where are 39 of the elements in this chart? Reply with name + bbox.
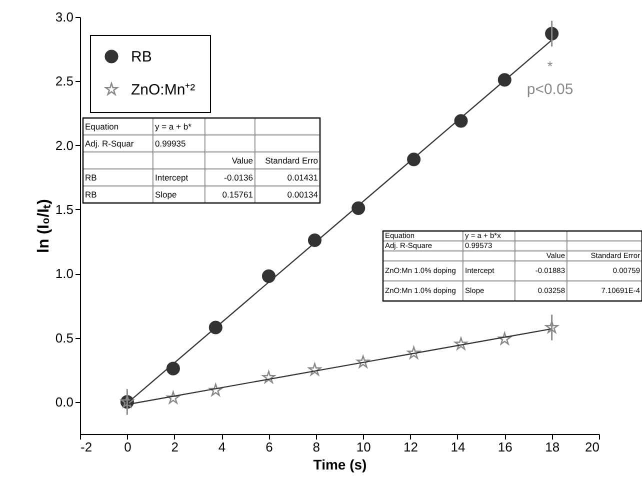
y-axis-title: ln (I₀/Iₜ) (35, 199, 52, 253)
y-tick-label: 1.0 (55, 266, 74, 282)
annotation: 0.99935 (155, 138, 186, 148)
annotation: Adj. R-Squar (85, 138, 134, 148)
annotation: * (547, 58, 554, 74)
annotation: Equation (85, 122, 119, 132)
y-tick-label: 0.5 (55, 330, 74, 346)
annotation: RB (85, 172, 98, 182)
x-tick-label: 12 (404, 440, 418, 454)
x-tick-label: 6 (266, 440, 273, 454)
annotation: p<0.05 (526, 81, 574, 98)
annotation: Standard Erro (265, 156, 318, 166)
annotation: Intercept (155, 172, 189, 182)
x-tick-label: 10 (356, 440, 371, 454)
x-tick-label: 14 (450, 440, 466, 454)
annotation: Slope (155, 190, 178, 200)
x-tick-label: 2 (171, 440, 178, 454)
x-tick-label: 0 (124, 440, 132, 454)
y-tick-label: 1.5 (55, 202, 74, 217)
annotation: 0.15761 (222, 190, 254, 200)
annotation: RB (85, 190, 98, 200)
x-tick-label: 20 (585, 440, 600, 454)
annotation: 0.01431 (287, 172, 318, 182)
x-tick-label: 4 (218, 440, 226, 454)
annotation: y = a + b* (155, 122, 192, 132)
annotation: 0.00134 (287, 190, 318, 200)
x-tick-label: 8 (312, 440, 320, 454)
y-tick-label: 3.0 (55, 10, 74, 24)
annotation: -0.0136 (224, 172, 254, 182)
x-tick-label: 18 (545, 440, 560, 454)
x-tick-label: 16 (498, 440, 512, 454)
y-tick-label: 2.0 (55, 138, 74, 153)
legend-label: ZnO:Mn⁺² (131, 82, 196, 98)
y-tick-label: 2.5 (55, 74, 74, 89)
x-tick-label: -2 (80, 440, 92, 454)
annotation: Value (232, 156, 254, 166)
x-axis-title: Time (s) (313, 456, 367, 472)
y-tick-label: 0.0 (55, 394, 74, 410)
legend-label: RB (131, 48, 152, 66)
